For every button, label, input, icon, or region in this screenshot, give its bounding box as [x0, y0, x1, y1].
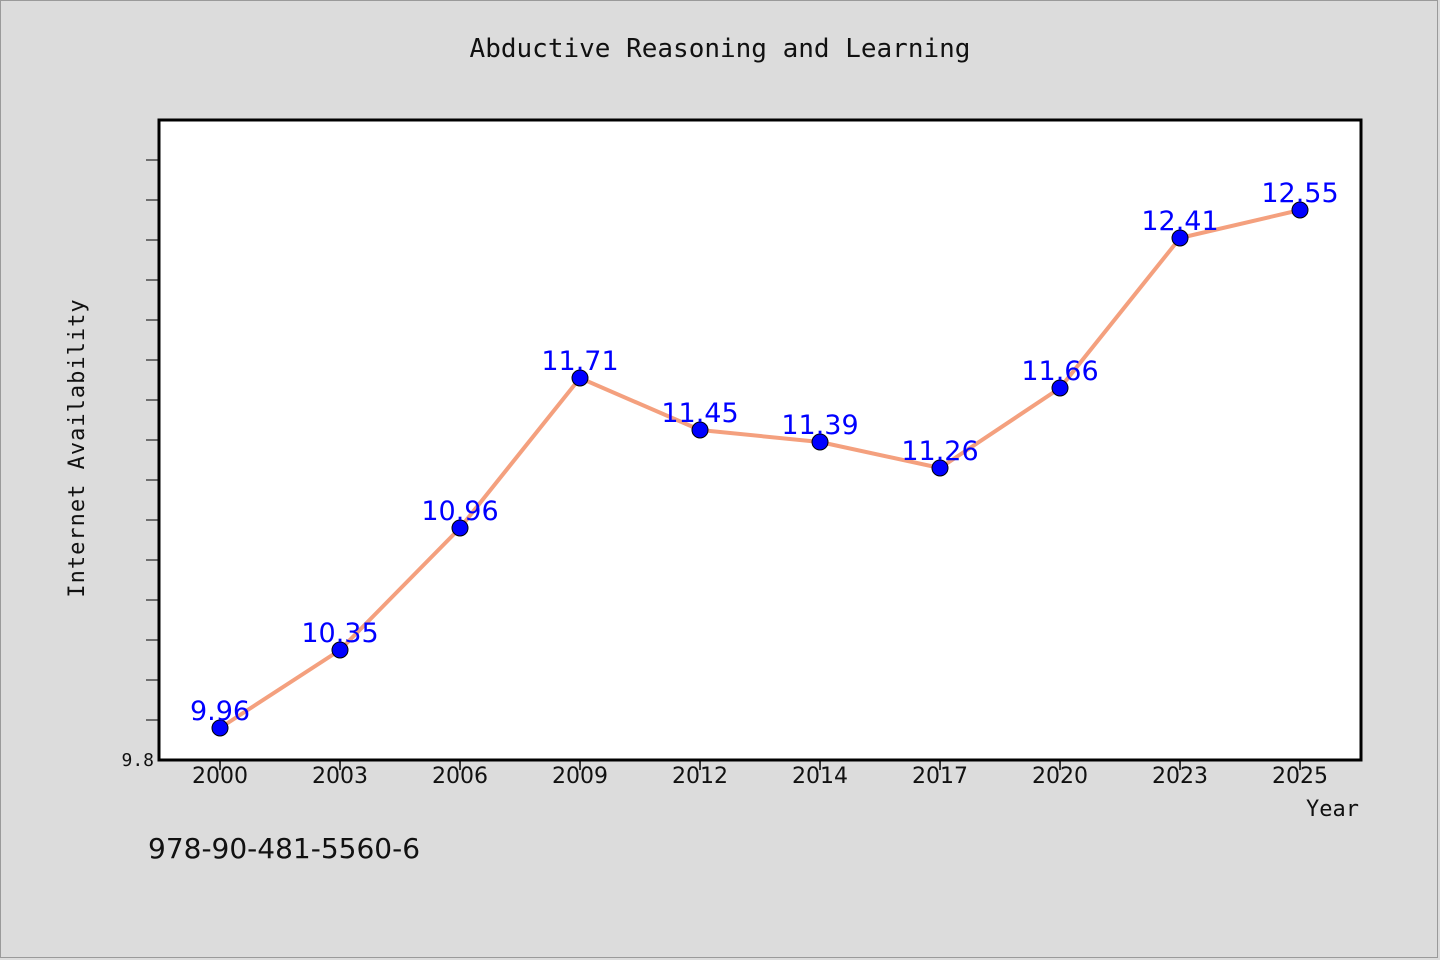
y-axis-title: Internet Availability: [65, 298, 90, 597]
x-tick-label: 2000: [192, 764, 248, 789]
series-layer: 9.96 10.35 10.96 11.71 11.45 11.39 11.26 11.66 1…: [190, 178, 1339, 737]
data-point: [571, 369, 589, 387]
y-tick-label: 9.8: [121, 750, 154, 771]
data-label: 12.41: [1141, 206, 1218, 237]
data-point: [1291, 201, 1309, 219]
data-point: [1171, 229, 1189, 247]
data-label: 11.39: [781, 410, 858, 441]
series-line: [218, 208, 1301, 730]
x-tick-label: 2023: [1152, 764, 1208, 789]
x-tick-label: 2012: [672, 764, 728, 789]
data-point: [1051, 379, 1069, 397]
x-tick-label: 2020: [1032, 764, 1088, 789]
x-tick-label: 2017: [912, 764, 968, 789]
data-label: 10.96: [421, 496, 498, 527]
x-tick-label: 2006: [432, 764, 488, 789]
chart-title: Abductive Reasoning and Learning: [469, 34, 971, 64]
footer-text: 978-90-481-5560-6: [148, 832, 421, 865]
x-axis-ticks: 2000 2003 2006 2009 2012 2014 2017 2020 2023 2025: [192, 760, 1328, 789]
x-tick-label: 2014: [792, 764, 848, 789]
data-point: [931, 459, 949, 477]
plot-area: [157, 118, 1363, 762]
data-point: [691, 421, 709, 439]
data-label: 11.26: [901, 436, 978, 467]
data-label: 10.35: [301, 618, 378, 649]
data-label: 11.71: [541, 346, 618, 377]
data-label: 12.55: [1261, 178, 1338, 209]
data-label: 9.96: [190, 696, 250, 727]
data-point: [451, 519, 469, 537]
data-label: 11.66: [1021, 356, 1098, 387]
data-point: [331, 641, 349, 659]
y-axis-ticks: 9.8: [121, 159, 159, 771]
x-axis-title: Year: [1306, 797, 1359, 822]
data-point: [811, 433, 829, 451]
data-label: 11.45: [661, 398, 738, 429]
data-point: [211, 719, 229, 737]
x-tick-label: 2025: [1272, 764, 1328, 789]
x-tick-label: 2003: [312, 764, 368, 789]
x-tick-label: 2009: [552, 764, 608, 789]
